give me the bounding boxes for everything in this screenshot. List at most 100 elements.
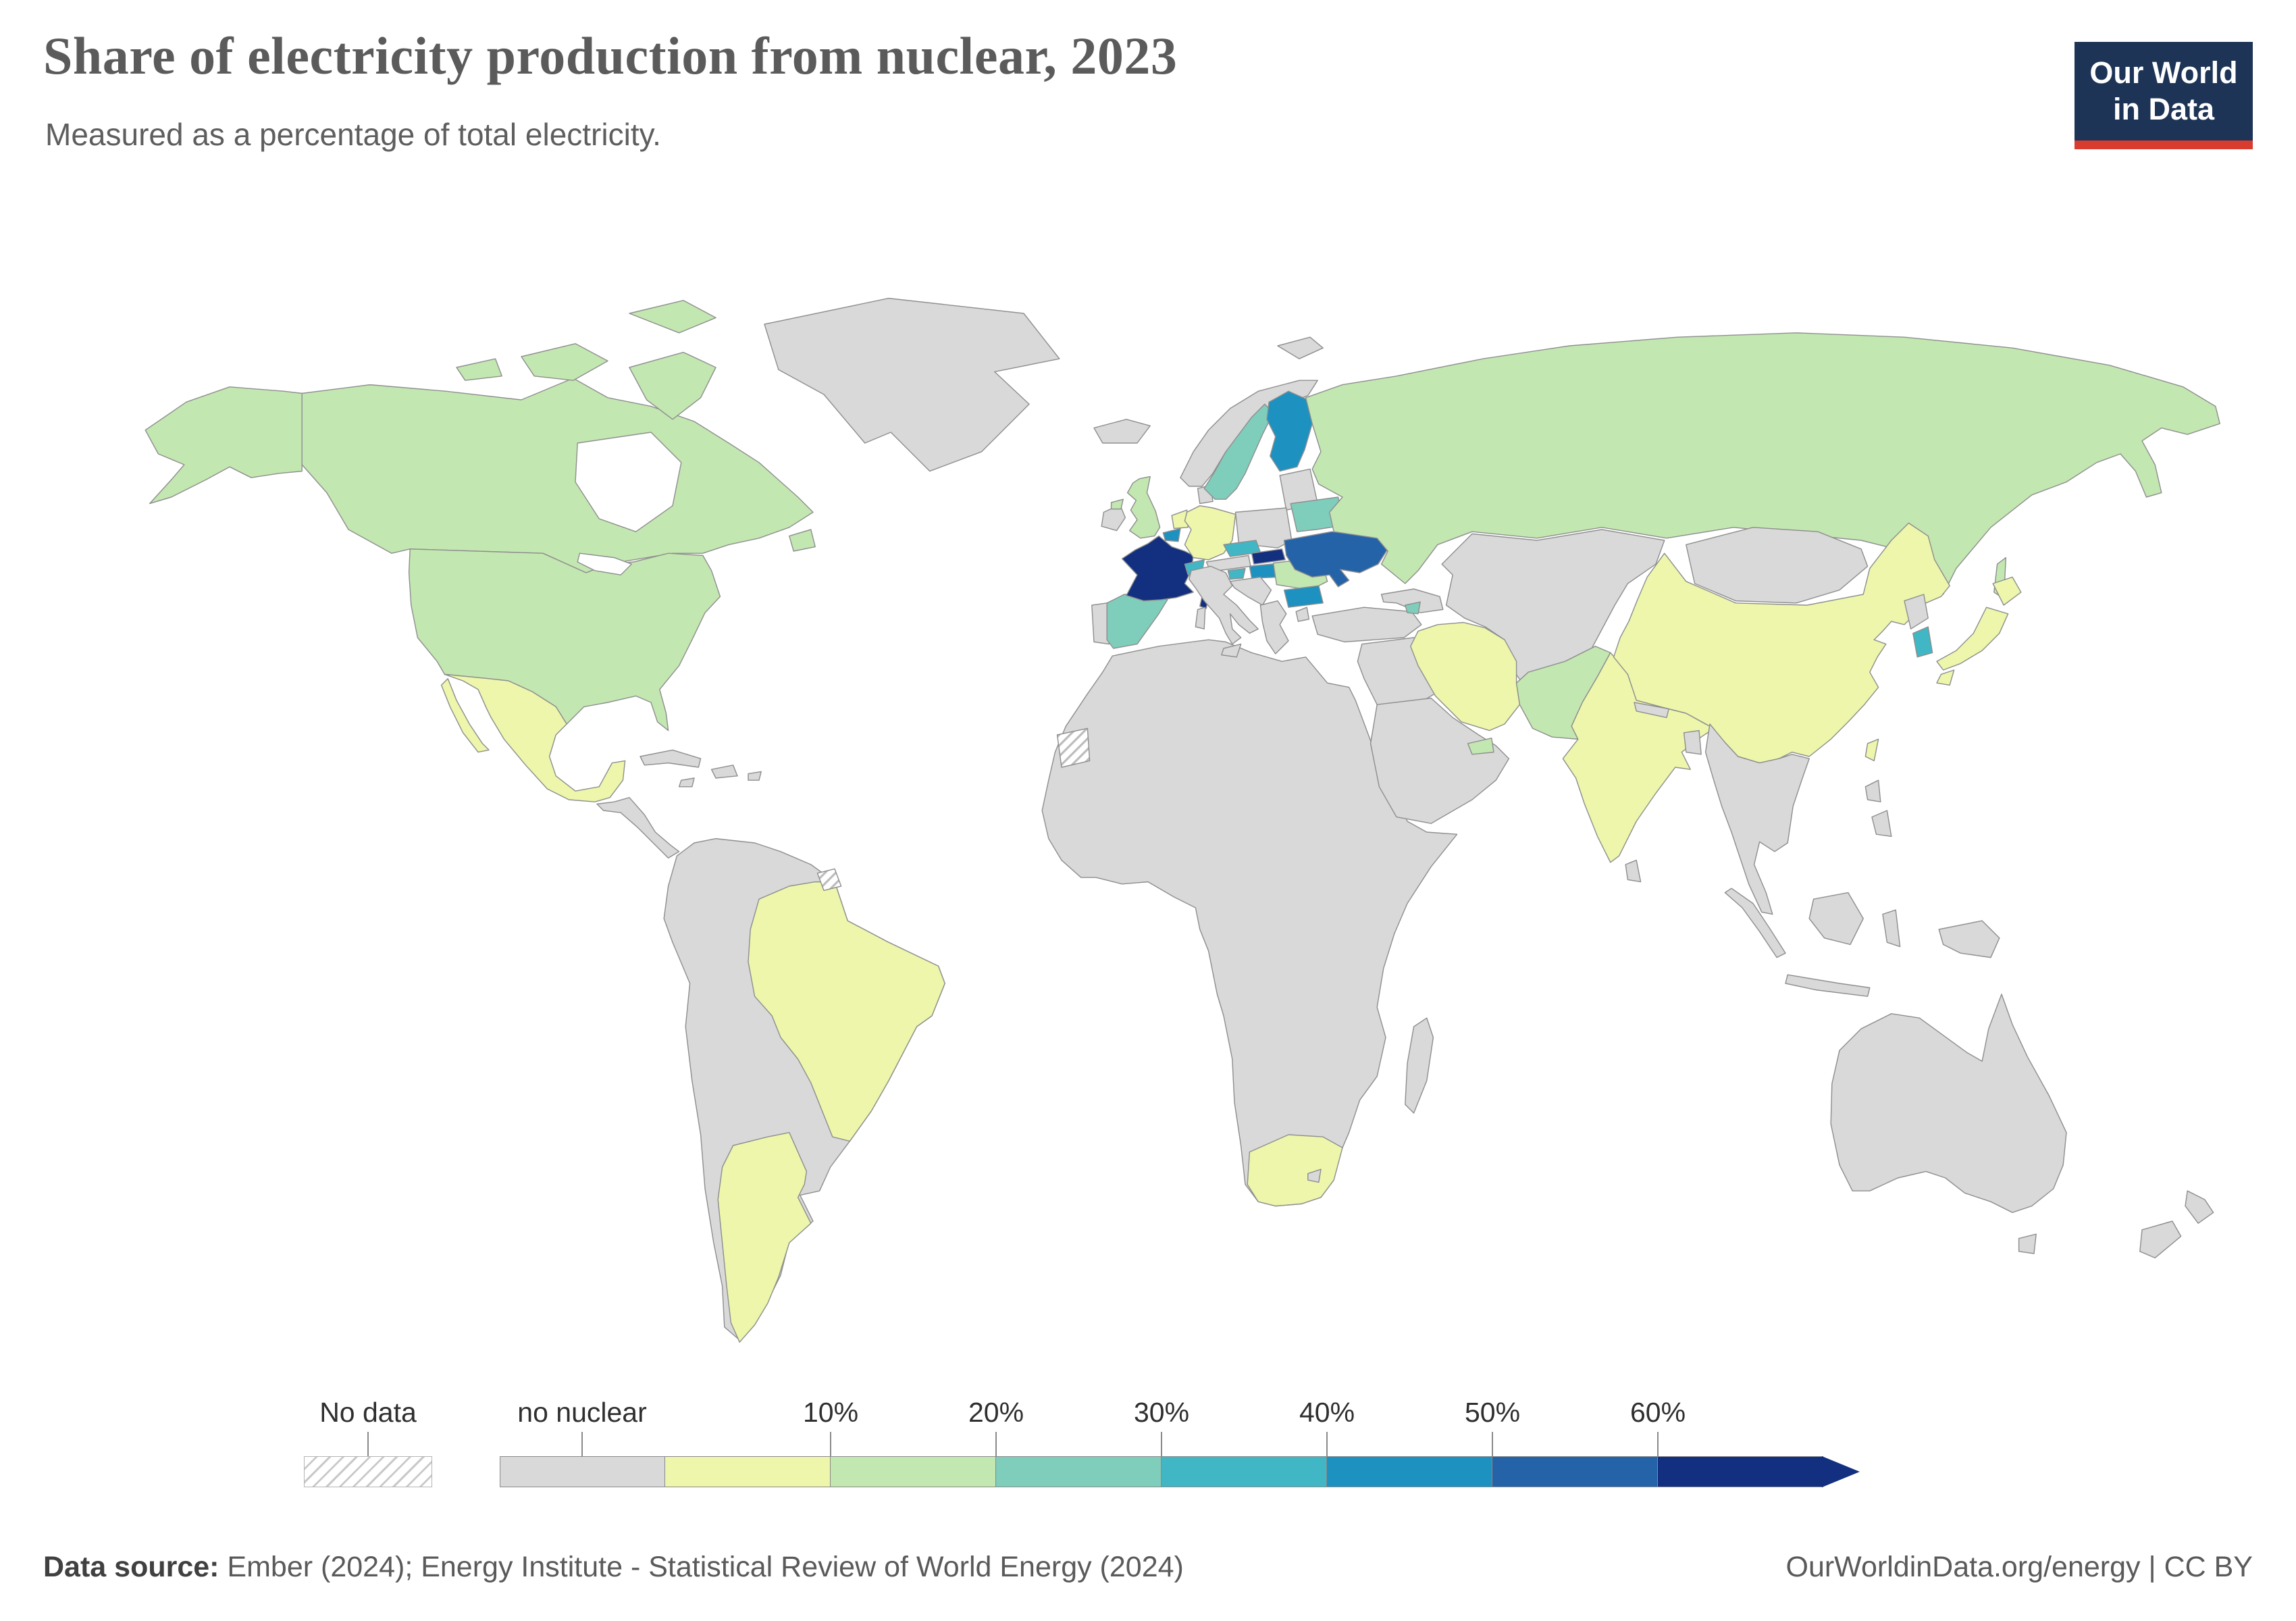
legend-tick-10% xyxy=(830,1432,831,1456)
country-france[interactable] xyxy=(1121,535,1194,602)
country-indonesia-sulawesi[interactable] xyxy=(1882,909,1901,948)
country-turkey-thrace[interactable] xyxy=(1295,607,1310,622)
country-canada-ellesmere[interactable] xyxy=(629,300,716,334)
country-bulgaria[interactable] xyxy=(1283,585,1324,608)
country-taiwan[interactable] xyxy=(1864,738,1879,762)
legend-no-nuclear-label: no nuclear xyxy=(517,1397,647,1428)
country-french-guiana[interactable] xyxy=(816,868,842,892)
country-armenia[interactable] xyxy=(1405,601,1421,615)
country-united-states-alaska[interactable] xyxy=(145,386,303,505)
legend-no-data-swatch[interactable] xyxy=(304,1456,432,1487)
country-lesotho[interactable] xyxy=(1307,1168,1322,1183)
country-japan-hokkaido[interactable] xyxy=(1992,576,2022,606)
country-united-arab-emirates[interactable] xyxy=(1467,738,1494,755)
country-belarus[interactable] xyxy=(1290,496,1345,532)
legend-tick-30% xyxy=(1161,1432,1162,1456)
country-madagascar[interactable] xyxy=(1405,1017,1434,1114)
country-china[interactable] xyxy=(1613,522,1950,764)
country-sweden[interactable] xyxy=(1203,403,1274,500)
legend-tick-20% xyxy=(995,1432,997,1456)
country-slovenia[interactable] xyxy=(1227,567,1246,580)
footer-source: Data source: Ember (2024); Energy Instit… xyxy=(43,1551,1184,1584)
legend-tick-40% xyxy=(1326,1432,1328,1456)
country-italy[interactable] xyxy=(1189,565,1259,645)
country-japan-kyushu[interactable] xyxy=(1936,669,1955,686)
country-mexico[interactable] xyxy=(444,673,626,802)
country-turkey[interactable] xyxy=(1311,607,1422,643)
legend-no-nuclear-tick xyxy=(581,1432,583,1456)
country-mongolia[interactable] xyxy=(1686,527,1869,604)
legend-segment-30_40[interactable] xyxy=(1162,1456,1327,1487)
country-cuba[interactable] xyxy=(640,749,702,768)
country-netherlands[interactable] xyxy=(1171,509,1189,530)
country-japan-honshu[interactable] xyxy=(1936,607,2009,671)
legend-segment-no_nuclear[interactable] xyxy=(500,1456,665,1487)
country-caucasus[interactable] xyxy=(1380,588,1444,613)
country-philippines-luzon[interactable] xyxy=(1864,779,1881,802)
country-canada-victoria-island[interactable] xyxy=(521,343,608,381)
country-australia[interactable] xyxy=(1830,994,2067,1213)
owid-logo-line2: in Data xyxy=(2112,92,2215,126)
country-sicily[interactable] xyxy=(1221,643,1242,658)
country-canada-arctic-island[interactable] xyxy=(456,358,502,381)
legend-segment-50_60[interactable] xyxy=(1492,1456,1658,1487)
legend-segment-40_50[interactable] xyxy=(1327,1456,1492,1487)
country-balkans[interactable] xyxy=(1229,576,1272,606)
country-new-guinea[interactable] xyxy=(1938,920,2000,958)
page-subtitle: Measured as a percentage of total electr… xyxy=(45,117,661,152)
country-central-america[interactable] xyxy=(596,797,680,859)
legend-segment-0_10[interactable] xyxy=(665,1456,831,1487)
country-argentina[interactable] xyxy=(717,1132,812,1343)
country-new-zealand-south[interactable] xyxy=(2139,1220,2182,1259)
country-svalbard[interactable] xyxy=(1277,336,1324,359)
country-north-korea[interactable] xyxy=(1904,594,1929,629)
country-russia[interactable] xyxy=(1305,332,2220,595)
country-iceland[interactable] xyxy=(1093,419,1151,444)
country-spain[interactable] xyxy=(1106,594,1168,649)
country-slovakia[interactable] xyxy=(1251,548,1286,565)
country-philippines-mindanao[interactable] xyxy=(1871,810,1892,838)
country-bangladesh[interactable] xyxy=(1683,729,1702,755)
country-indonesia-borneo[interactable] xyxy=(1808,892,1864,946)
country-mexico-baja[interactable] xyxy=(440,678,490,753)
country-indonesia-java[interactable] xyxy=(1785,974,1871,997)
country-belgium[interactable] xyxy=(1162,528,1181,542)
country-sardinia[interactable] xyxy=(1195,607,1206,629)
country-brazil[interactable] xyxy=(748,881,945,1142)
country-jamaica[interactable] xyxy=(678,777,695,788)
country-canada-newfoundland[interactable] xyxy=(789,529,816,552)
country-canada[interactable] xyxy=(301,378,814,573)
country-portugal[interactable] xyxy=(1091,602,1110,645)
country-south-korea[interactable] xyxy=(1912,626,1933,658)
country-indonesia-sumatra[interactable] xyxy=(1724,887,1786,958)
country-arabia[interactable] xyxy=(1369,697,1510,824)
country-greece[interactable] xyxy=(1259,600,1289,654)
footer-link[interactable]: OurWorldinData.org/energy | CC BY xyxy=(1785,1551,2253,1583)
country-new-zealand-north[interactable] xyxy=(2185,1190,2214,1224)
country-western-sahara[interactable] xyxy=(1056,727,1091,768)
country-south-africa[interactable] xyxy=(1247,1134,1343,1207)
world-map xyxy=(68,281,2228,1362)
country-united-kingdom[interactable] xyxy=(1126,475,1161,539)
owid-logo-line1: Our World xyxy=(2089,55,2238,90)
country-canada-baffin[interactable] xyxy=(629,351,716,420)
country-southeast-asia[interactable] xyxy=(1704,723,1810,915)
country-sri-lanka[interactable] xyxy=(1625,859,1642,883)
country-norway[interactable] xyxy=(1180,380,1318,487)
legend-segment-10_20[interactable] xyxy=(831,1456,996,1487)
legend-tick-label-20%: 20% xyxy=(968,1397,1024,1428)
country-nepal[interactable] xyxy=(1634,702,1669,719)
country-germany[interactable] xyxy=(1184,505,1236,561)
country-finland[interactable] xyxy=(1266,390,1313,472)
country-northern-ireland[interactable] xyxy=(1110,498,1124,510)
legend-tick-60% xyxy=(1657,1432,1659,1456)
owid-logo[interactable]: Our World in Data xyxy=(2075,42,2253,149)
map-legend: No data no nuclear 10% 20% 30% 40% 50% 60% xyxy=(284,1397,2107,1505)
legend-segment-20_30[interactable] xyxy=(996,1456,1162,1487)
country-puerto-rico[interactable] xyxy=(748,771,762,781)
country-tasmania[interactable] xyxy=(2018,1233,2037,1254)
country-greenland[interactable] xyxy=(764,297,1060,472)
legend-segment-60_plus[interactable] xyxy=(1658,1456,1823,1487)
footer-source-text[interactable]: Ember (2024); Energy Institute - Statist… xyxy=(219,1551,1184,1583)
country-hispaniola[interactable] xyxy=(710,765,738,779)
